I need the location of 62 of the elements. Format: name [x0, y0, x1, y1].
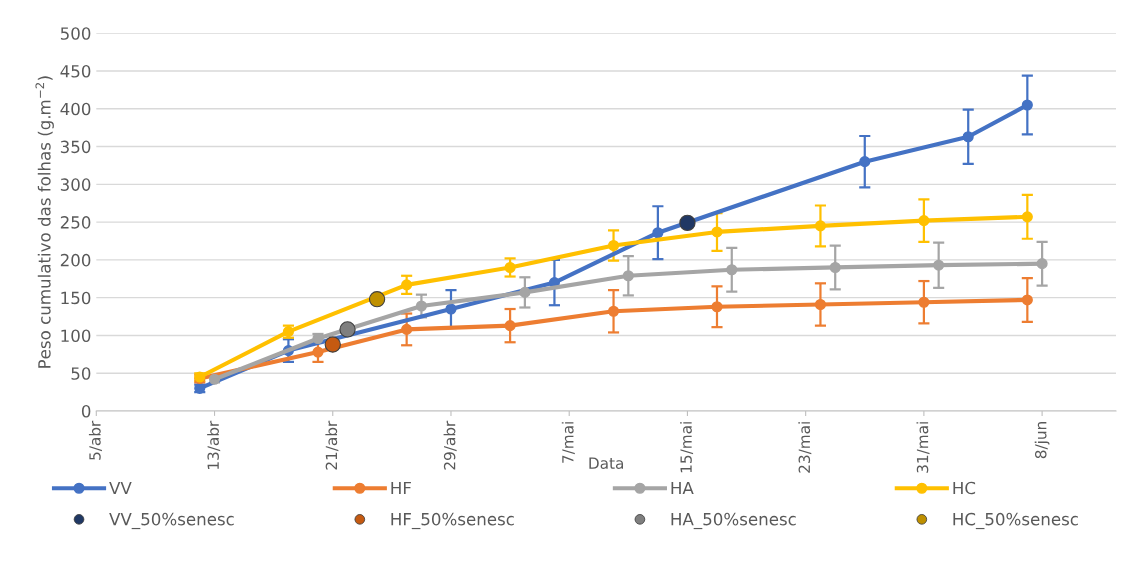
y-axis-title: Peso cumulativo das folhas (g.m$^{−2}$)	[35, 76, 54, 368]
legend-label: HA_50%senesc	[671, 512, 796, 530]
y-tick-label: 100	[61, 329, 91, 343]
point	[918, 296, 930, 308]
legend-label: HF	[391, 481, 411, 495]
y-tick-label: 250	[60, 216, 91, 229]
y-tick-label: 50	[71, 367, 91, 380]
point	[607, 239, 620, 252]
x-tick-label: 8/jun	[1034, 422, 1050, 459]
legend-label: HC_50%senesc	[953, 512, 1078, 530]
y-tick-label: 500	[60, 27, 91, 40]
point	[401, 323, 413, 335]
y-tick-label: 0	[81, 404, 91, 418]
point	[607, 305, 620, 317]
point	[1036, 258, 1048, 270]
point	[933, 259, 945, 271]
y-tick-label: 300	[60, 178, 91, 191]
point	[711, 301, 723, 313]
point	[415, 300, 427, 312]
point	[312, 346, 324, 358]
x-tick-label: 31/mai	[916, 422, 930, 473]
point	[324, 336, 341, 353]
x-tick-label: 29/abr	[443, 420, 457, 470]
point	[829, 261, 841, 274]
point	[962, 131, 974, 143]
point	[918, 215, 930, 227]
point	[679, 214, 696, 232]
point	[859, 156, 871, 168]
point	[726, 264, 738, 276]
point	[814, 298, 826, 311]
legend-label: HC	[953, 481, 976, 495]
point	[519, 286, 531, 298]
x-tick-label: 7/mai	[561, 422, 575, 463]
point	[1021, 99, 1033, 111]
point	[504, 320, 516, 332]
point	[401, 279, 413, 291]
x-tick-label: 21/abr	[325, 420, 339, 470]
y-tick-label: 400	[60, 102, 91, 116]
x-axis-title: Data	[589, 457, 624, 469]
point	[504, 261, 516, 274]
x-tick-label: 23/mai	[798, 422, 812, 473]
point	[368, 291, 386, 308]
legend-label: HF_50%senesc	[391, 512, 514, 530]
point	[1021, 211, 1033, 223]
x-tick-label: 13/abr	[207, 420, 221, 469]
point	[711, 226, 723, 238]
x-tick-label: 15/mai	[680, 422, 694, 473]
point	[445, 303, 457, 315]
point	[1021, 294, 1033, 306]
y-tick-label: 200	[60, 253, 91, 267]
y-tick-label: 150	[61, 291, 91, 305]
y-tick-label: 350	[60, 140, 91, 154]
y-tick-label: 450	[60, 64, 91, 78]
point	[622, 270, 634, 282]
point	[652, 227, 664, 239]
legend-label: VV	[109, 481, 132, 495]
point	[339, 321, 356, 338]
x-tick-label: 5/abr	[88, 420, 102, 460]
legend-label: VV_50%senesc	[109, 512, 234, 530]
legend-label: HA	[671, 481, 694, 495]
point	[814, 220, 826, 232]
point	[208, 373, 221, 385]
